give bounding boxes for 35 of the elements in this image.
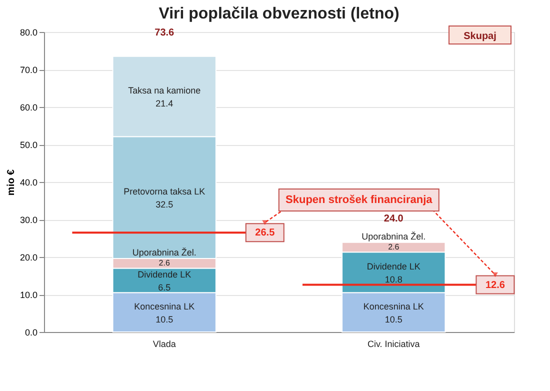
- y-tick-label: 80.0: [20, 28, 38, 38]
- data-label: 2.6: [388, 242, 400, 252]
- text: Koncesnina LK: [363, 301, 424, 312]
- x-tick-label: Civ. Iniciativa: [367, 339, 420, 349]
- data-label: 10.5: [384, 314, 402, 324]
- y-tick-label: 70.0: [20, 65, 38, 75]
- y-tick-label: 0.0: [24, 328, 38, 338]
- text: Uporabnina Žel.: [362, 231, 426, 242]
- data-label: 6.5: [158, 282, 171, 292]
- series-label: Taksa na kamione: [128, 86, 201, 96]
- data-label: 10.8: [384, 274, 402, 284]
- series-label: Dividende LK: [138, 269, 192, 280]
- data-label: 21.4: [156, 98, 174, 108]
- y-tick-label: 10.0: [20, 290, 38, 300]
- text: Dividende LK: [366, 261, 420, 272]
- y-tick-label: 60.0: [20, 102, 38, 112]
- y-tick-label: 20.0: [20, 252, 38, 262]
- total-label: 73.6: [154, 27, 175, 38]
- x-tick-label: Vlada: [152, 339, 176, 349]
- y-tick-label: 40.0: [20, 178, 38, 188]
- data-label: 32.5: [156, 200, 174, 210]
- series-label: Pretovorna taksa LK: [124, 186, 206, 197]
- data-label: 10.5: [156, 314, 174, 324]
- ref-line-label: 26.5: [255, 228, 276, 239]
- annotation: Skupaj: [464, 31, 497, 42]
- series-label: Uporabnina Žel.: [132, 248, 196, 258]
- ref-line-label: 12.6: [485, 280, 506, 291]
- y-axis-title: mio €: [6, 169, 17, 196]
- total-label: 24.0: [384, 213, 404, 224]
- y-tick-label: 30.0: [20, 215, 38, 225]
- y-tick-label: 50.0: [20, 140, 38, 150]
- annotation: Skupen strošek financiranja: [286, 194, 434, 206]
- series-label: Koncesnina LK: [134, 301, 195, 312]
- data-label: 2.6: [158, 258, 170, 268]
- chart-title: Viri poplačila obveznosti (letno): [158, 6, 400, 22]
